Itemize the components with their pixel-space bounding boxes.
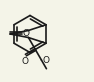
- Text: O: O: [23, 30, 30, 39]
- Text: O: O: [42, 56, 49, 65]
- Text: O: O: [21, 57, 28, 66]
